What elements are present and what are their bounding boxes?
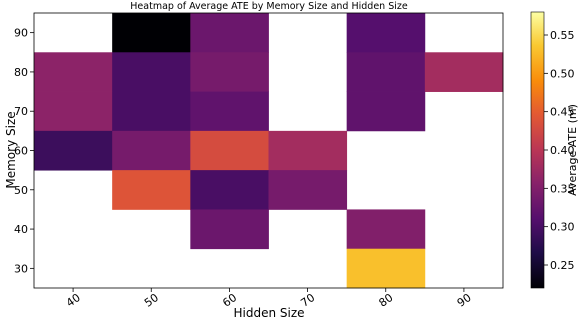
heatmap-cell [190, 91, 269, 132]
x-tick-label: 80 [377, 291, 396, 310]
heatmap-cell [112, 91, 191, 132]
heatmap-cell [112, 13, 191, 53]
heatmap-cell [112, 130, 191, 171]
heatmap-cell [346, 248, 426, 289]
heatmap-cell [268, 130, 348, 171]
x-tick-label: 50 [142, 291, 161, 310]
colorbar-tick-label: 0.50 [550, 67, 575, 80]
x-tick-label: 40 [64, 291, 83, 310]
colorbar-tick-label: 0.40 [550, 144, 575, 157]
y-tick-label: 40 [14, 223, 28, 236]
heatmap-cell [112, 52, 191, 92]
colorbar-tick-label: 0.55 [550, 29, 575, 42]
heatmap-cell [346, 209, 426, 250]
heatmap-cell [268, 170, 348, 210]
heatmap-cell [190, 209, 269, 250]
heatmap-cell [34, 91, 113, 132]
colorbar-tick-label: 0.35 [550, 182, 575, 195]
y-tick-label: 60 [14, 145, 28, 158]
y-axis-ticks: 90 80 70 60 50 40 30 [14, 27, 34, 275]
heatmap-cell [346, 52, 426, 92]
y-tick-label: 50 [14, 184, 28, 197]
colorbar-tick-label: 0.30 [550, 221, 575, 234]
y-tick-label: 90 [14, 27, 28, 40]
colorbar-tick-label: 0.45 [550, 106, 575, 119]
heatmap-cell [190, 13, 269, 53]
colorbar-tick-label: 0.25 [550, 259, 575, 272]
y-tick-label: 80 [14, 66, 28, 79]
heatmap-cell [34, 52, 113, 92]
heatmap-cell [346, 91, 426, 132]
heatmap-cell [112, 170, 191, 210]
heatmap-cell [424, 52, 504, 92]
y-tick-label: 70 [14, 105, 28, 118]
x-axis-ticks: 40 50 60 70 80 90 [64, 288, 474, 310]
y-tick-label: 30 [14, 262, 28, 275]
heatmap-cell [190, 170, 269, 210]
colorbar [530, 11, 545, 289]
heatmap-cell [346, 13, 426, 53]
heatmap-cell [190, 130, 269, 171]
heatmap-cells [34, 13, 504, 289]
heatmap-cell [34, 130, 113, 171]
colorbar-ticks: 0.25 0.30 0.35 0.40 0.45 0.50 0.55 [544, 29, 575, 272]
x-axis-label: Hidden Size [233, 306, 304, 320]
colorbar-label: Average ATE (m) [566, 104, 579, 196]
heatmap-cell [190, 52, 269, 92]
y-axis-label: Memory Size [4, 111, 18, 188]
chart-title: Heatmap of Average ATE by Memory Size an… [130, 1, 408, 12]
x-tick-label: 90 [455, 291, 474, 310]
